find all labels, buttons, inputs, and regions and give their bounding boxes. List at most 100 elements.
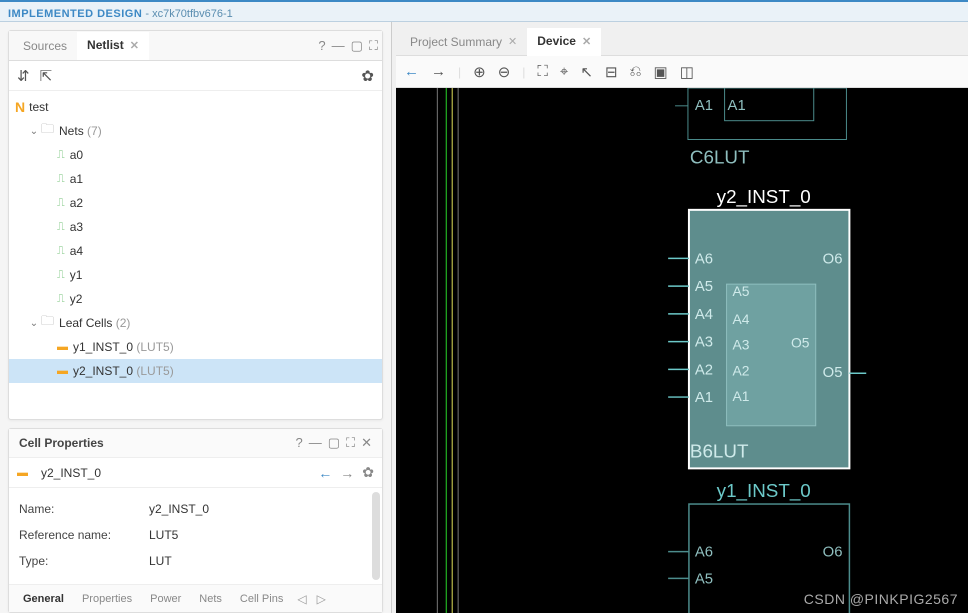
device-canvas[interactable]: A1 A1 C6LUT y2_INST_0 A6 [396, 88, 968, 613]
signal-icon: ⎍ [57, 173, 65, 186]
expand-icon[interactable]: ⇱ [40, 67, 53, 85]
chevron-down-icon[interactable]: ⌄ [27, 318, 41, 329]
pin-label: A5 [695, 571, 713, 587]
prop-row: Reference name:LUT5 [19, 522, 372, 548]
prop-label: Type: [19, 554, 149, 568]
panel-window-controls: ? — ▢ ⛶ [318, 38, 378, 54]
zoom-fit-icon[interactable]: ⛶ [537, 63, 548, 80]
tab-sources[interactable]: Sources [13, 33, 77, 59]
forward-icon[interactable]: → [431, 63, 446, 80]
folder-icon: 🗀 [41, 312, 54, 334]
minimize-icon[interactable]: — [309, 435, 322, 451]
zoom-in-icon[interactable]: ⊕ [473, 63, 486, 81]
prop-label: Reference name: [19, 528, 149, 542]
btab-cellpins[interactable]: Cell Pins [232, 589, 291, 609]
pin-label: A3 [733, 337, 750, 353]
main-split: Sources Netlist✕ ? — ▢ ⛶ ⇵ ⇱ ✿ N te [0, 22, 968, 613]
gear-icon[interactable]: ✿ [361, 67, 374, 85]
tree-net-item[interactable]: ⎍a0 [9, 143, 382, 167]
pin-label: O5 [791, 335, 810, 351]
select-icon[interactable]: ↖ [580, 63, 593, 81]
tree-net-item[interactable]: ⎍ y2 [9, 287, 382, 311]
right-tabs: Project Summary ✕ Device ✕ [396, 28, 968, 56]
zoom-out-icon[interactable]: ⊖ [498, 63, 511, 81]
gear-icon[interactable]: ✿ [362, 464, 374, 481]
ruler-icon[interactable]: ⊟ [605, 63, 618, 81]
tab-scroll-left-icon[interactable]: ◁ [293, 592, 310, 606]
collapse-all-icon[interactable]: ⇵ [17, 67, 30, 85]
tree-net-item[interactable]: ⎍ a1 [9, 167, 382, 191]
close-icon[interactable]: ✕ [582, 35, 591, 48]
signal-icon: ⎍ [57, 197, 65, 210]
pin-label: A1 [728, 98, 746, 114]
restore-icon[interactable]: ▢ [351, 38, 363, 54]
net-label: a1 [70, 172, 83, 186]
back-icon[interactable]: ← [318, 465, 332, 481]
net-label: a0 [70, 148, 83, 162]
signal-icon: ⎍ [57, 293, 65, 306]
pin-label: A3 [695, 335, 713, 351]
btab-properties[interactable]: Properties [74, 589, 140, 609]
title-main: IMPLEMENTED DESIGN [8, 8, 142, 20]
tree-leaf-label: Leaf Cells [59, 316, 112, 330]
highlight-icon[interactable]: ◫ [680, 63, 694, 81]
tab-device-label: Device [537, 34, 576, 48]
prop-row: Type:LUT [19, 548, 372, 574]
chevron-down-icon[interactable]: ⌄ [27, 126, 41, 137]
tree-net-item[interactable]: ⎍y1 [9, 263, 382, 287]
close-icon[interactable]: ✕ [361, 435, 372, 451]
help-icon[interactable]: ? [295, 435, 302, 451]
tree-cell-item[interactable]: ▬y1_INST_0 (LUT5) [9, 335, 382, 359]
net-label: y2 [70, 292, 83, 306]
y1-label: y1_INST_0 [717, 480, 811, 502]
help-icon[interactable]: ? [318, 38, 325, 54]
net-label: a4 [70, 244, 83, 258]
prop-value: LUT [149, 554, 172, 568]
tree-net-item[interactable]: ⎍a3 [9, 215, 382, 239]
lut-label: C6LUT [690, 146, 750, 167]
cell-icon: ▬ [57, 365, 68, 377]
tree-cell-item[interactable]: ▬y2_INST_0 (LUT5) [9, 359, 382, 383]
close-icon[interactable]: ✕ [130, 39, 139, 52]
cell-icon: ▬ [17, 467, 28, 479]
tree-leaf-cells[interactable]: ⌄ 🗀 Leaf Cells (2) [9, 311, 382, 335]
title-sub: - xc7k70tfbv676-1 [142, 8, 233, 20]
props-bottom-tabs: General Properties Power Nets Cell Pins … [9, 584, 382, 612]
pin-label: O5 [823, 365, 843, 381]
maximize-icon[interactable]: ⛶ [369, 38, 378, 54]
tree-nets-label: Nets [59, 124, 84, 138]
tab-scroll-right-icon[interactable]: ▷ [313, 592, 330, 606]
tree-net-item[interactable]: ⎍ a4 [9, 239, 382, 263]
signal-icon: ⎍ [57, 245, 65, 258]
tab-summary-label: Project Summary [410, 35, 502, 49]
minimize-icon[interactable]: — [332, 38, 345, 54]
tree-nets[interactable]: ⌄ 🗀 Nets (7) [9, 119, 382, 143]
tab-netlist[interactable]: Netlist✕ [77, 32, 149, 60]
right-column: Project Summary✕ Device✕ ← → | ⊕ ⊖ | ⛶ ⌖… [392, 22, 968, 613]
pin-label: A2 [733, 362, 750, 378]
zoom-area-icon[interactable]: ⌖ [560, 63, 568, 80]
btab-power[interactable]: Power [142, 589, 189, 609]
pin-label: A5 [733, 283, 750, 299]
routing-icon[interactable]: ⎌ [630, 63, 642, 80]
pin-label: A2 [695, 362, 713, 378]
pin-label: A5 [695, 279, 713, 295]
signal-icon: ⎍ [57, 269, 65, 282]
prop-label: Name: [19, 502, 149, 516]
maximize-icon[interactable]: ⛶ [346, 435, 355, 451]
btab-general[interactable]: General [15, 589, 72, 609]
restore-icon[interactable]: ▢ [328, 435, 340, 451]
btab-nets[interactable]: Nets [191, 589, 230, 609]
back-icon[interactable]: ← [404, 63, 419, 80]
tab-device[interactable]: Device ✕ [527, 28, 601, 56]
close-icon[interactable]: ✕ [508, 35, 517, 48]
tab-project-summary[interactable]: Project Summary ✕ [400, 29, 527, 55]
netlist-toolbar: ⇵ ⇱ ✿ [9, 61, 382, 91]
tree-net-item[interactable]: ⎍a2 [9, 191, 382, 215]
tree-root[interactable]: N test [9, 95, 382, 119]
tree-nets-count: (7) [87, 124, 102, 138]
layers-icon[interactable]: ▣ [654, 63, 668, 81]
pin-label: A6 [695, 545, 713, 561]
design-icon: N [15, 99, 25, 115]
forward-icon[interactable]: → [340, 465, 354, 481]
